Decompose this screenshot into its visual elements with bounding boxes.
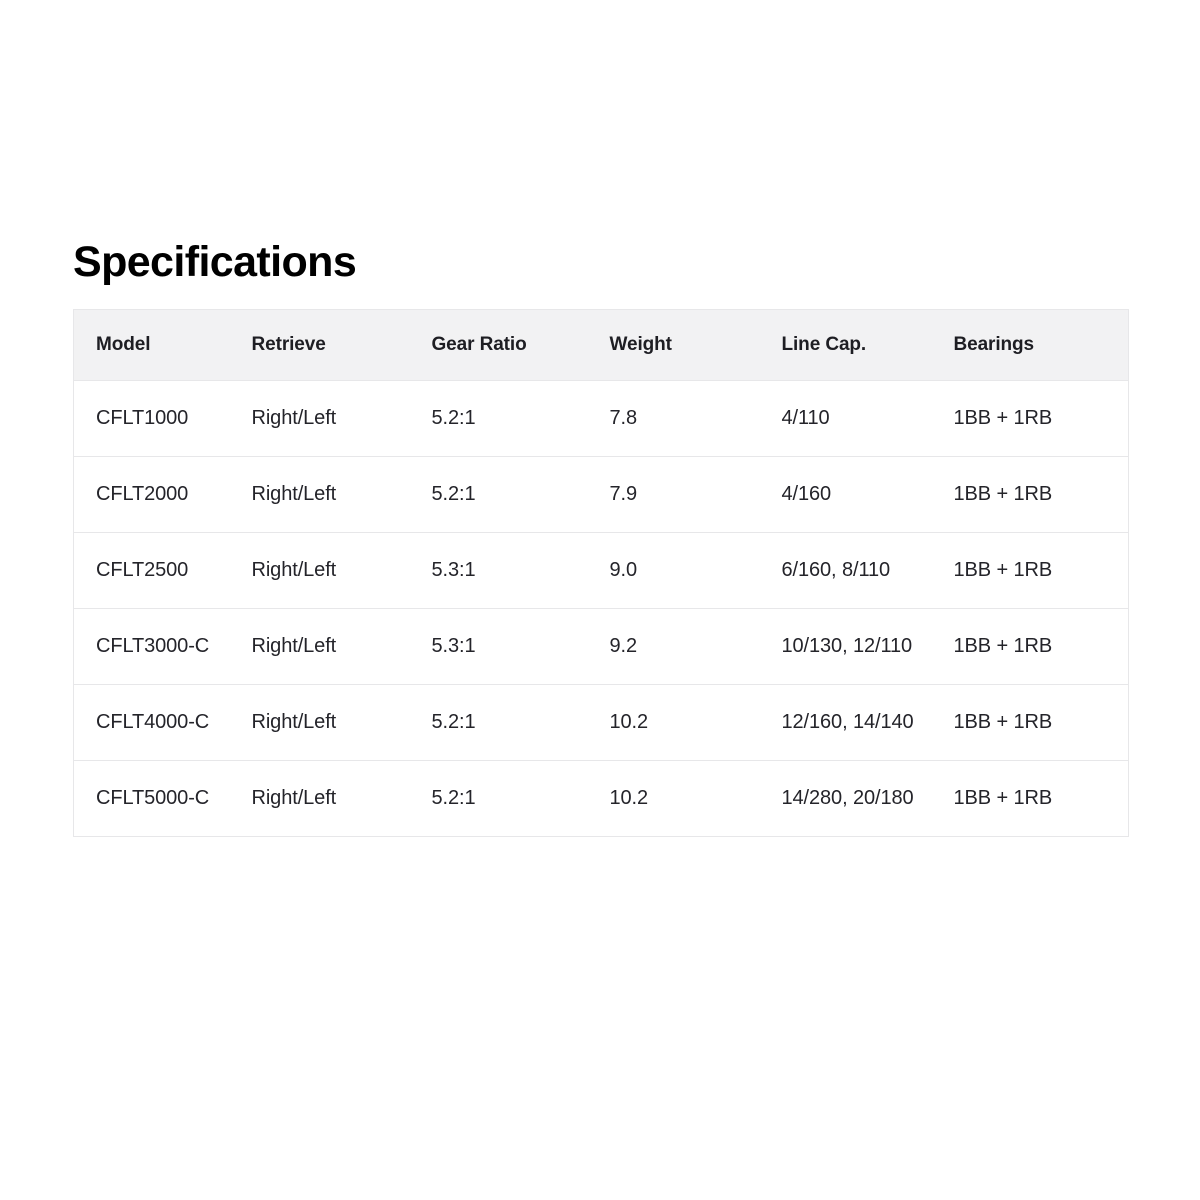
cell-bearings: 1BB + 1RB (953, 456, 1129, 534)
cell-bearings: 1BB + 1RB (953, 684, 1129, 762)
cell-model: CFLT4000-C (73, 684, 252, 762)
page-title: Specifications (73, 238, 357, 286)
column-header-line-cap: Line Cap. (781, 309, 954, 382)
cell-gear-ratio: 5.2:1 (431, 380, 610, 458)
table-body: CFLT1000 Right/Left 5.2:1 7.8 4/110 1BB … (73, 380, 1129, 837)
column-header-gear-ratio: Gear Ratio (431, 309, 610, 382)
cell-line-cap: 6/160, 8/110 (781, 532, 954, 610)
cell-retrieve: Right/Left (251, 608, 432, 686)
content-container: Specifications Model Retrieve Gear Ratio… (73, 238, 1129, 838)
table-header: Model Retrieve Gear Ratio Weight Line Ca… (73, 309, 1129, 382)
column-header-retrieve: Retrieve (251, 309, 432, 382)
cell-retrieve: Right/Left (251, 456, 432, 534)
cell-retrieve: Right/Left (251, 532, 432, 610)
column-header-weight: Weight (609, 309, 782, 382)
cell-weight: 9.2 (609, 608, 782, 686)
cell-retrieve: Right/Left (251, 684, 432, 762)
cell-model: CFLT3000-C (73, 608, 252, 686)
cell-gear-ratio: 5.2:1 (431, 787, 476, 810)
cell-line-cap: 12/160, 14/140 (781, 684, 954, 762)
cell-model: CFLT1000 (73, 380, 252, 458)
cell-model: CFLT5000-C (96, 787, 210, 810)
cell-bearings: 1BB + 1RB (953, 787, 1053, 810)
cell-model: CFLT2500 (73, 532, 252, 610)
cell-retrieve: Right/Left (251, 787, 337, 810)
table-row: CFLT3000-C Right/Left 5.3:1 9.2 10/130, … (73, 608, 1129, 686)
table-row: CFLT2000 Right/Left 5.2:1 7.9 4/160 1BB … (73, 456, 1129, 534)
column-header-bearings: Bearings (953, 309, 1129, 382)
cell-retrieve: Right/Left (251, 380, 432, 458)
cell-weight: 9.0 (609, 532, 782, 610)
cell-bearings: 1BB + 1RB (953, 532, 1129, 610)
table-row: CFLT1000 Right/Left 5.2:1 7.8 4/110 1BB … (73, 380, 1129, 458)
cell-bearings: 1BB + 1RB (953, 608, 1129, 686)
cell-weight: 7.8 (609, 380, 782, 458)
cell-gear-ratio: 5.3:1 (431, 608, 610, 686)
cell-model: CFLT2000 (73, 456, 252, 534)
specifications-table: Model Retrieve Gear Ratio Weight Line Ca… (73, 309, 1129, 838)
table-row: CFLT5000-C Right/Left 5.2:1 10.2 14/280,… (74, 761, 1129, 837)
cell-gear-ratio: 5.3:1 (431, 532, 610, 610)
cell-line-cap: 4/160 (781, 456, 954, 534)
cell-weight: 10.2 (609, 787, 649, 810)
cell-weight: 10.2 (609, 684, 782, 762)
cell-gear-ratio: 5.2:1 (431, 456, 610, 534)
cell-line-cap: 10/130, 12/110 (781, 608, 954, 686)
cell-weight: 7.9 (609, 456, 782, 534)
table-header-row: Model Retrieve Gear Ratio Weight Line Ca… (73, 309, 1129, 382)
cell-line-cap: 14/280, 20/180 (781, 787, 914, 810)
cell-line-cap: 4/110 (781, 380, 954, 458)
table-row: CFLT2500 Right/Left 5.3:1 9.0 6/160, 8/1… (73, 532, 1129, 610)
column-header-model: Model (73, 309, 252, 382)
cell-bearings: 1BB + 1RB (953, 380, 1129, 458)
table-row: CFLT4000-C Right/Left 5.2:1 10.2 12/160,… (73, 684, 1129, 762)
cell-gear-ratio: 5.2:1 (431, 684, 610, 762)
